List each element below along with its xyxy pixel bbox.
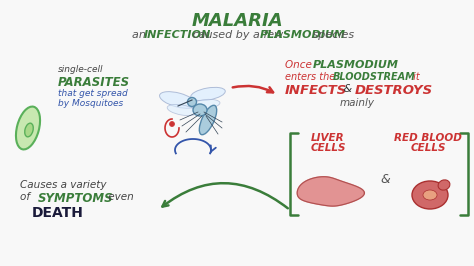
- Text: Causes a variety: Causes a variety: [20, 180, 107, 190]
- Ellipse shape: [423, 190, 437, 200]
- Text: enters the: enters the: [285, 72, 338, 82]
- Text: PARASITES: PARASITES: [58, 76, 130, 89]
- Text: mainly: mainly: [340, 98, 375, 108]
- Text: DEATH: DEATH: [32, 206, 84, 220]
- Ellipse shape: [438, 180, 450, 190]
- Text: species: species: [309, 30, 354, 40]
- Text: that get spread: that get spread: [58, 89, 128, 98]
- Text: CELLS: CELLS: [310, 143, 346, 153]
- Text: PLASMODIUM: PLASMODIUM: [259, 30, 346, 40]
- Text: Once: Once: [285, 60, 315, 70]
- Text: CELLS: CELLS: [410, 143, 446, 153]
- Ellipse shape: [191, 87, 225, 101]
- Text: LIVER: LIVER: [311, 133, 345, 143]
- Text: it: it: [410, 72, 420, 82]
- Ellipse shape: [25, 123, 33, 137]
- Text: &: &: [340, 84, 356, 94]
- Ellipse shape: [200, 105, 217, 135]
- Text: of: of: [20, 192, 33, 202]
- Text: MALARIA: MALARIA: [191, 12, 283, 30]
- Ellipse shape: [160, 92, 196, 108]
- Text: PLASMODIUM: PLASMODIUM: [313, 60, 399, 70]
- Text: even: even: [105, 192, 134, 202]
- Ellipse shape: [192, 99, 220, 109]
- Text: SYMPTOMS: SYMPTOMS: [38, 192, 114, 205]
- Text: INFECTS: INFECTS: [285, 84, 347, 97]
- Text: DESTROYS: DESTROYS: [355, 84, 433, 97]
- Ellipse shape: [412, 181, 448, 209]
- Text: &: &: [380, 173, 390, 186]
- Text: BLOODSTREAM: BLOODSTREAM: [333, 72, 416, 82]
- Ellipse shape: [188, 98, 197, 106]
- Text: INFECTION: INFECTION: [144, 30, 211, 40]
- Text: an: an: [132, 30, 149, 40]
- Ellipse shape: [193, 104, 207, 116]
- Ellipse shape: [16, 107, 40, 149]
- Text: single-cell: single-cell: [58, 65, 103, 74]
- Ellipse shape: [167, 105, 197, 115]
- Polygon shape: [297, 177, 365, 206]
- Ellipse shape: [170, 122, 174, 127]
- Text: caused by a few: caused by a few: [189, 30, 286, 40]
- Text: RED BLOOD: RED BLOOD: [394, 133, 462, 143]
- Text: by Mosquitoes: by Mosquitoes: [58, 99, 123, 108]
